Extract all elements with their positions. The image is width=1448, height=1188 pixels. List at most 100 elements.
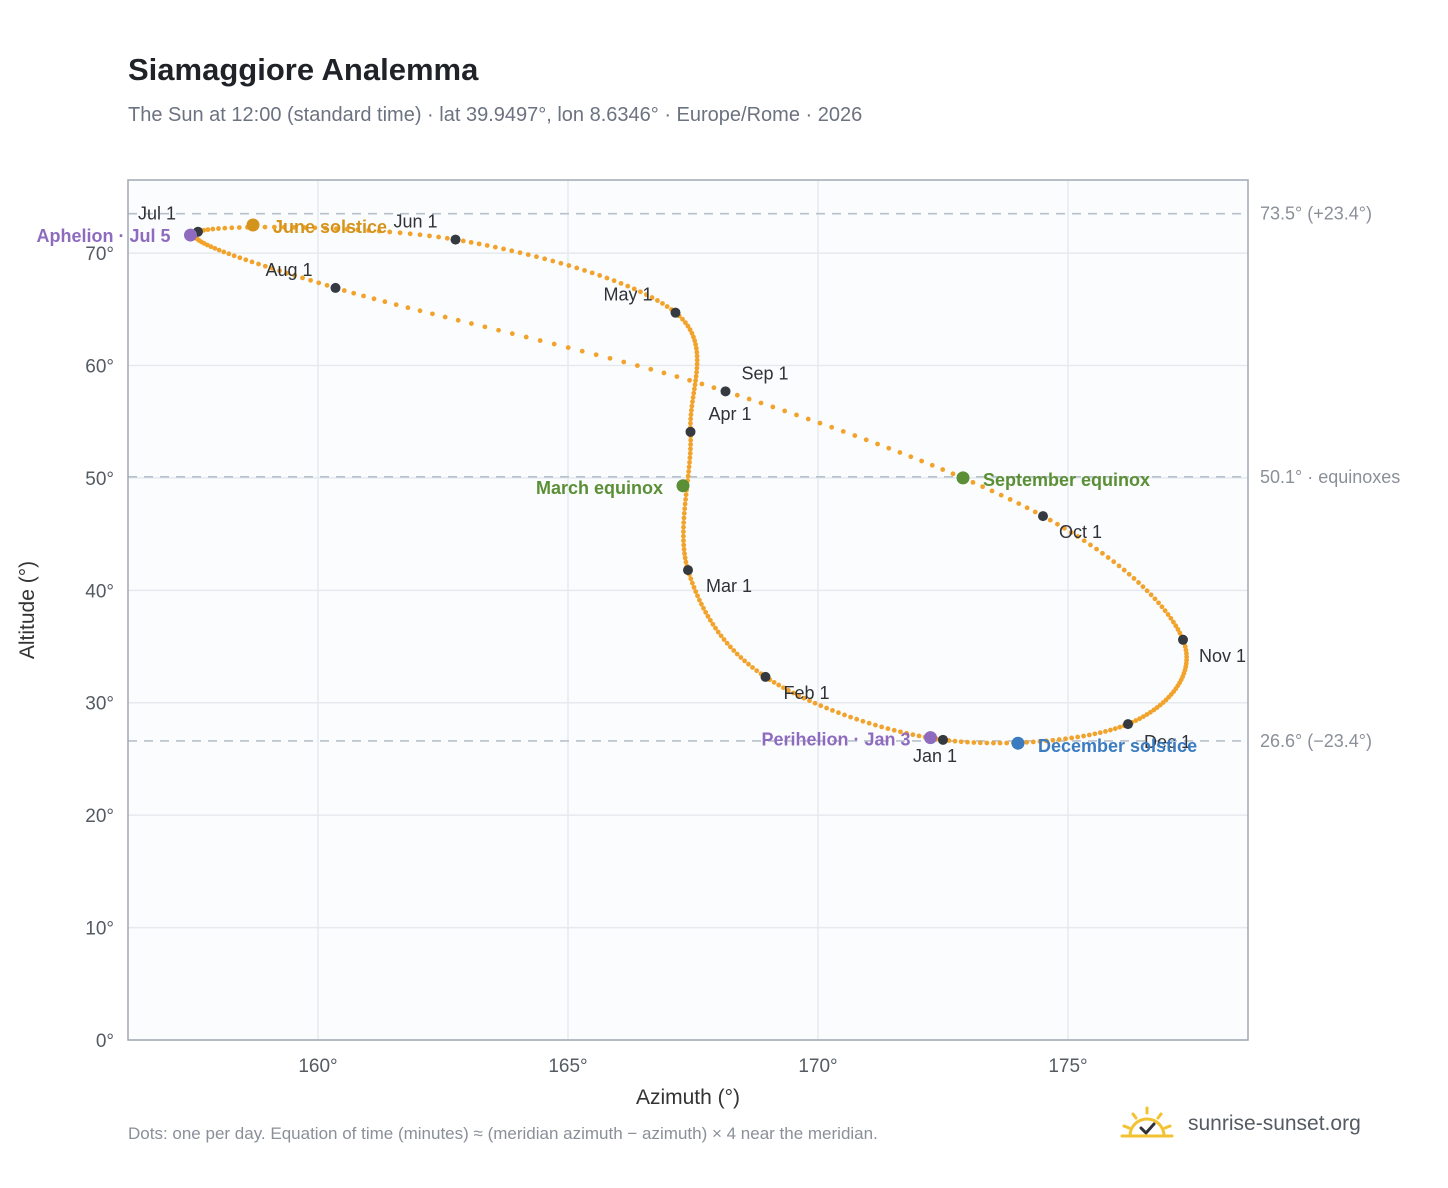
daily-sun-dot — [842, 712, 847, 718]
daily-sun-dot — [1094, 546, 1099, 552]
daily-sun-dot — [680, 316, 685, 322]
daily-sun-dot — [634, 363, 640, 369]
daily-sun-dot — [1111, 559, 1117, 565]
daily-sun-dot — [607, 355, 613, 361]
daily-sun-dot — [683, 559, 689, 565]
daily-sun-dot — [854, 716, 860, 722]
daily-sun-dot — [688, 412, 694, 418]
daily-sun-dot — [687, 459, 692, 465]
reference-line-label: 26.6° (−23.4°) — [1260, 731, 1372, 751]
daily-sun-dot — [688, 446, 693, 452]
daily-sun-dot — [690, 395, 696, 400]
daily-sun-dot — [688, 420, 693, 426]
daily-sun-dot — [1148, 592, 1154, 598]
daily-sun-dot — [688, 442, 694, 447]
daily-sun-dot — [690, 399, 695, 405]
daily-sun-dot — [1173, 623, 1179, 629]
daily-sun-dot — [1137, 716, 1143, 722]
daily-sun-dot — [707, 617, 713, 623]
daily-sun-dot — [361, 293, 366, 299]
daily-sun-dot — [689, 580, 695, 586]
daily-sun-dot — [292, 273, 298, 278]
daily-sun-dot — [604, 275, 610, 281]
daily-sun-dot — [664, 304, 670, 309]
daily-sun-dot — [687, 327, 693, 333]
daily-sun-dot — [468, 239, 474, 245]
daily-sun-dot — [1103, 728, 1108, 734]
daily-sun-dot — [509, 331, 515, 337]
daily-sun-dot — [237, 255, 243, 261]
daily-sun-dot — [382, 299, 388, 305]
daily-sun-dot — [1024, 739, 1030, 745]
month-marker — [670, 307, 681, 318]
daily-sun-dot — [1121, 567, 1127, 573]
daily-sun-dot — [226, 251, 232, 257]
chart-title: Siamaggiore Analemma — [128, 52, 479, 87]
daily-sun-dot — [812, 700, 818, 706]
daily-sun-dot — [442, 314, 448, 320]
daily-sun-dot — [1055, 521, 1060, 527]
daily-sun-dot — [734, 651, 740, 657]
daily-sun-dot — [277, 268, 282, 274]
event-label: Perihelion · Jan 3 — [761, 730, 910, 750]
daily-sun-dot — [229, 225, 235, 231]
daily-sun-dot — [694, 361, 700, 367]
daily-sun-dot — [1168, 615, 1174, 621]
daily-sun-dot — [405, 305, 411, 311]
daily-sun-dot — [300, 275, 305, 281]
daily-sun-dot — [830, 708, 835, 713]
daily-sun-dot — [721, 637, 727, 642]
daily-sun-dot — [1068, 530, 1074, 535]
daily-sun-dot — [693, 589, 699, 595]
daily-sun-dot — [271, 224, 277, 230]
daily-sun-dot — [805, 416, 811, 422]
daily-sun-dot — [1162, 608, 1168, 614]
daily-sun-dot — [565, 345, 571, 350]
daily-sun-dot — [566, 263, 572, 268]
month-marker — [938, 734, 948, 745]
daily-sun-dot — [537, 338, 543, 343]
plot-area — [128, 180, 1248, 1040]
daily-sun-dot — [1044, 738, 1049, 744]
daily-sun-dot — [551, 341, 557, 347]
y-tick-label: 0° — [96, 1031, 114, 1052]
daily-sun-dot — [1133, 718, 1139, 723]
reference-line-label: 73.5° (+23.4°) — [1260, 204, 1372, 224]
daily-sun-dot — [1165, 612, 1171, 617]
y-axis-ticks: 0° 10° 20° 30° 40° 50° 60° 70° — [85, 244, 114, 1052]
daily-sun-dot — [724, 640, 730, 646]
daily-sun-dot — [681, 529, 686, 535]
month-marker — [685, 426, 696, 437]
daily-sun-dot — [269, 266, 275, 271]
daily-sun-dot — [689, 403, 695, 409]
daily-sun-dot — [1184, 651, 1189, 656]
event-label: June solstice — [273, 217, 387, 237]
y-tick-label: 20° — [85, 806, 114, 827]
daily-sun-dot — [1081, 538, 1087, 544]
daily-sun-dot — [638, 289, 643, 295]
daily-sun-dot — [796, 693, 802, 699]
daily-sun-dot — [589, 270, 595, 276]
daily-sun-dot — [1037, 739, 1043, 744]
daily-sun-dot — [818, 703, 824, 709]
daily-sun-dot — [694, 349, 700, 355]
daily-sun-dot — [1144, 588, 1150, 594]
daily-sun-dot — [681, 520, 687, 525]
brand[interactable]: sunrise-sunset.org — [1120, 1102, 1361, 1146]
daily-sun-dot — [625, 283, 631, 289]
month-marker — [450, 234, 461, 245]
daily-sun-dot — [302, 225, 307, 230]
month-label: Mar 1 — [706, 576, 752, 596]
month-label: May 1 — [604, 285, 653, 305]
daily-sun-dot — [1148, 709, 1153, 715]
daily-sun-dot — [701, 605, 706, 611]
daily-sun-dot — [444, 235, 450, 241]
event-marker — [184, 228, 197, 242]
event-marker — [246, 218, 260, 232]
daily-sun-dot — [897, 450, 903, 455]
daily-sun-dot — [688, 437, 694, 443]
daily-sun-dot — [574, 265, 580, 271]
daily-sun-dot — [407, 231, 413, 237]
daily-sun-dot — [782, 408, 788, 414]
daily-sun-dot — [997, 740, 1003, 746]
